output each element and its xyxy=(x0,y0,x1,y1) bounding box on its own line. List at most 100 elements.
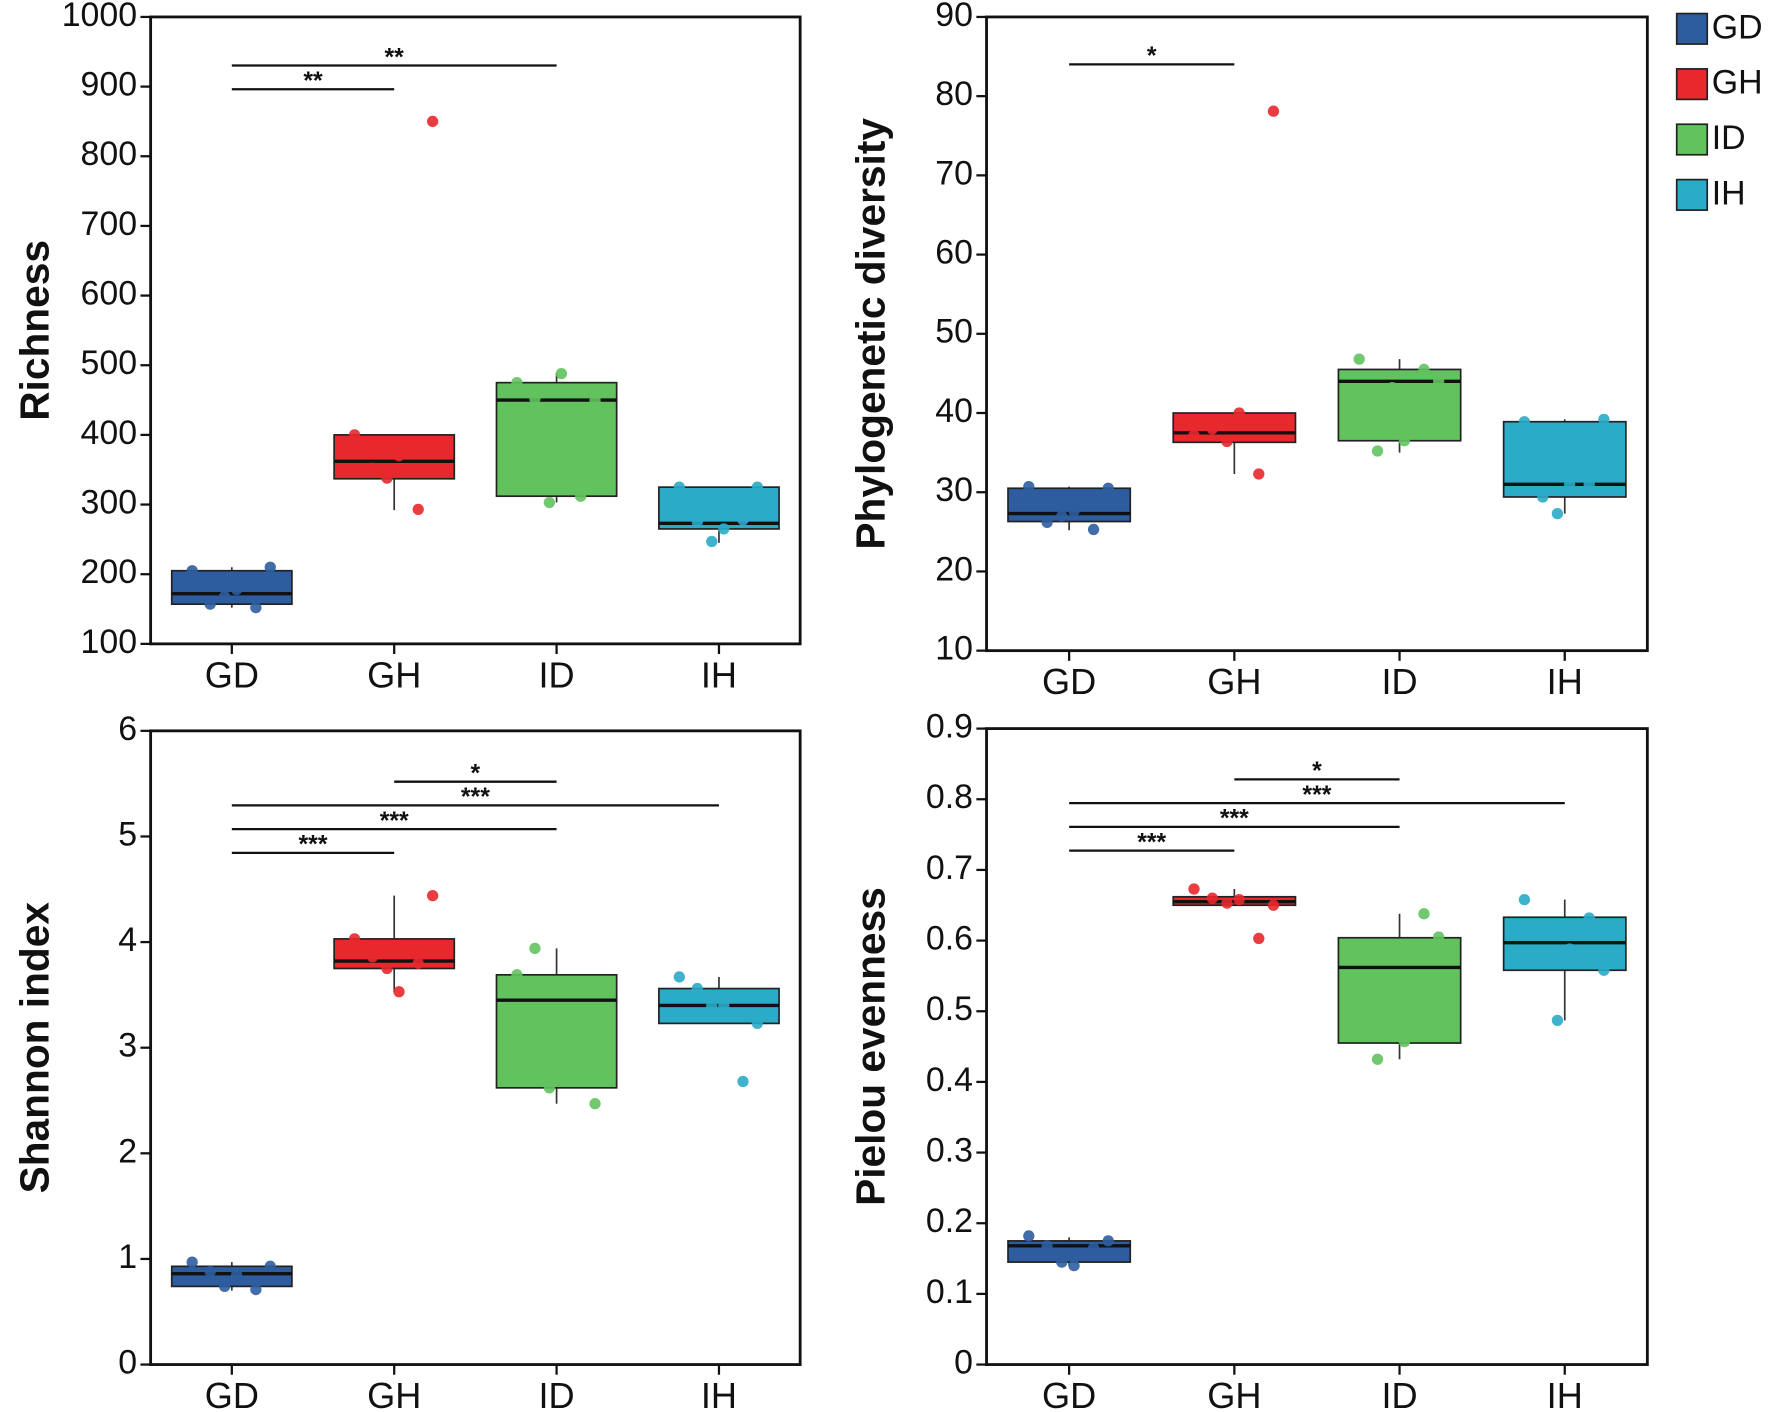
y-tick-label: 0 xyxy=(954,1344,973,1382)
data-point xyxy=(1598,964,1610,976)
x-tick-label: GD xyxy=(1042,1375,1096,1412)
y-tick-label: 70 xyxy=(935,154,973,192)
x-tick-label: GH xyxy=(1207,661,1261,702)
data-point xyxy=(1583,478,1595,490)
legend-label: GH xyxy=(1712,64,1763,102)
data-point xyxy=(427,115,439,128)
data-point xyxy=(1398,435,1411,447)
y-tick-label: 5 xyxy=(118,815,137,853)
y-tick-label: 800 xyxy=(81,135,138,173)
data-point xyxy=(1041,1240,1053,1252)
data-point xyxy=(366,951,379,963)
significance-label: * xyxy=(1147,43,1157,70)
legend-swatch xyxy=(1675,68,1709,101)
data-point xyxy=(1233,407,1245,419)
significance-label: * xyxy=(471,760,481,787)
data-point xyxy=(1068,1259,1080,1272)
data-point xyxy=(1371,445,1384,457)
plot-frame xyxy=(985,727,1649,1366)
data-point xyxy=(250,1283,262,1296)
data-point xyxy=(529,393,541,405)
data-point xyxy=(1398,1035,1411,1048)
x-tick-label: IH xyxy=(1547,661,1583,702)
data-point xyxy=(543,1082,556,1094)
y-tick-label: 100 xyxy=(81,623,138,661)
data-point xyxy=(691,516,703,528)
significance-label: *** xyxy=(1137,829,1166,856)
significance-label: ** xyxy=(385,44,405,71)
legend-label: GD xyxy=(1712,8,1763,46)
y-tick-label: 400 xyxy=(81,414,138,452)
data-point xyxy=(718,999,730,1012)
data-point xyxy=(1551,507,1564,520)
legend-swatch xyxy=(1675,178,1709,211)
box xyxy=(1007,487,1132,523)
data-point xyxy=(250,602,262,614)
significance-label: ** xyxy=(303,68,323,95)
data-point xyxy=(1563,478,1576,490)
data-point xyxy=(348,429,361,441)
data-point xyxy=(1102,1235,1114,1247)
data-point xyxy=(427,889,439,902)
y-axis-label: Pielou evenness xyxy=(847,887,893,1206)
y-tick-label: 500 xyxy=(81,344,138,382)
data-point xyxy=(412,957,424,969)
y-tick-label: 0.4 xyxy=(926,1061,973,1099)
data-point xyxy=(204,598,216,610)
data-point xyxy=(1087,523,1100,536)
data-point xyxy=(1221,897,1233,909)
data-point xyxy=(1353,949,1365,961)
data-point xyxy=(204,1265,216,1278)
data-point xyxy=(186,565,198,577)
data-point xyxy=(1418,908,1430,920)
plot-frame xyxy=(149,15,802,646)
y-tick-label: 0.6 xyxy=(926,920,973,958)
data-point xyxy=(1267,105,1280,117)
data-point xyxy=(381,472,393,484)
y-tick-label: 6 xyxy=(118,710,137,748)
y-tick-label: 900 xyxy=(81,66,138,104)
data-point xyxy=(1188,429,1200,441)
y-tick-label: 90 xyxy=(935,0,973,34)
y-tick-label: 20 xyxy=(935,550,973,588)
x-tick-label: IH xyxy=(701,1375,737,1412)
data-point xyxy=(1386,973,1398,986)
x-tick-label: ID xyxy=(1381,1375,1417,1412)
y-tick-label: 80 xyxy=(935,75,973,113)
data-point xyxy=(1056,1256,1068,1268)
panel: Richness 100 200 300 400 500 600 700 800 900 1000 G… xyxy=(11,0,802,695)
data-point xyxy=(1023,481,1035,493)
data-point xyxy=(1386,382,1398,394)
x-tick-label: IH xyxy=(701,654,737,695)
significance-label: *** xyxy=(380,808,409,835)
data-point xyxy=(574,981,587,994)
data-point xyxy=(1598,413,1610,425)
x-tick-label: GD xyxy=(205,654,259,695)
data-point xyxy=(264,1260,276,1272)
data-point xyxy=(264,561,276,573)
x-tick-label: GH xyxy=(367,654,421,695)
y-tick-label: 300 xyxy=(81,484,138,522)
y-axis-label: Phylogenetic diversity xyxy=(847,118,893,550)
panel: Pielou evenness 0 0.1 0.2 0.3 0.4 0.5 0.6 0.7 0.8… xyxy=(847,708,1649,1412)
y-tick-label: 40 xyxy=(935,392,973,430)
data-point xyxy=(706,999,718,1012)
data-point xyxy=(186,1256,198,1268)
y-tick-label: 0.2 xyxy=(926,1202,973,1240)
legend-label: IH xyxy=(1712,174,1746,212)
data-point xyxy=(589,1098,601,1110)
data-point xyxy=(1206,423,1218,435)
data-point xyxy=(1551,1014,1564,1027)
data-point xyxy=(1068,505,1080,517)
y-tick-label: 1 xyxy=(118,1238,137,1276)
data-point xyxy=(737,514,749,526)
data-point xyxy=(1583,912,1595,924)
data-point xyxy=(381,962,393,975)
significance-label: *** xyxy=(1220,806,1249,833)
data-point xyxy=(230,1269,243,1281)
data-point xyxy=(1087,1242,1100,1254)
data-point xyxy=(1563,943,1576,955)
plot-frame xyxy=(985,15,1649,653)
